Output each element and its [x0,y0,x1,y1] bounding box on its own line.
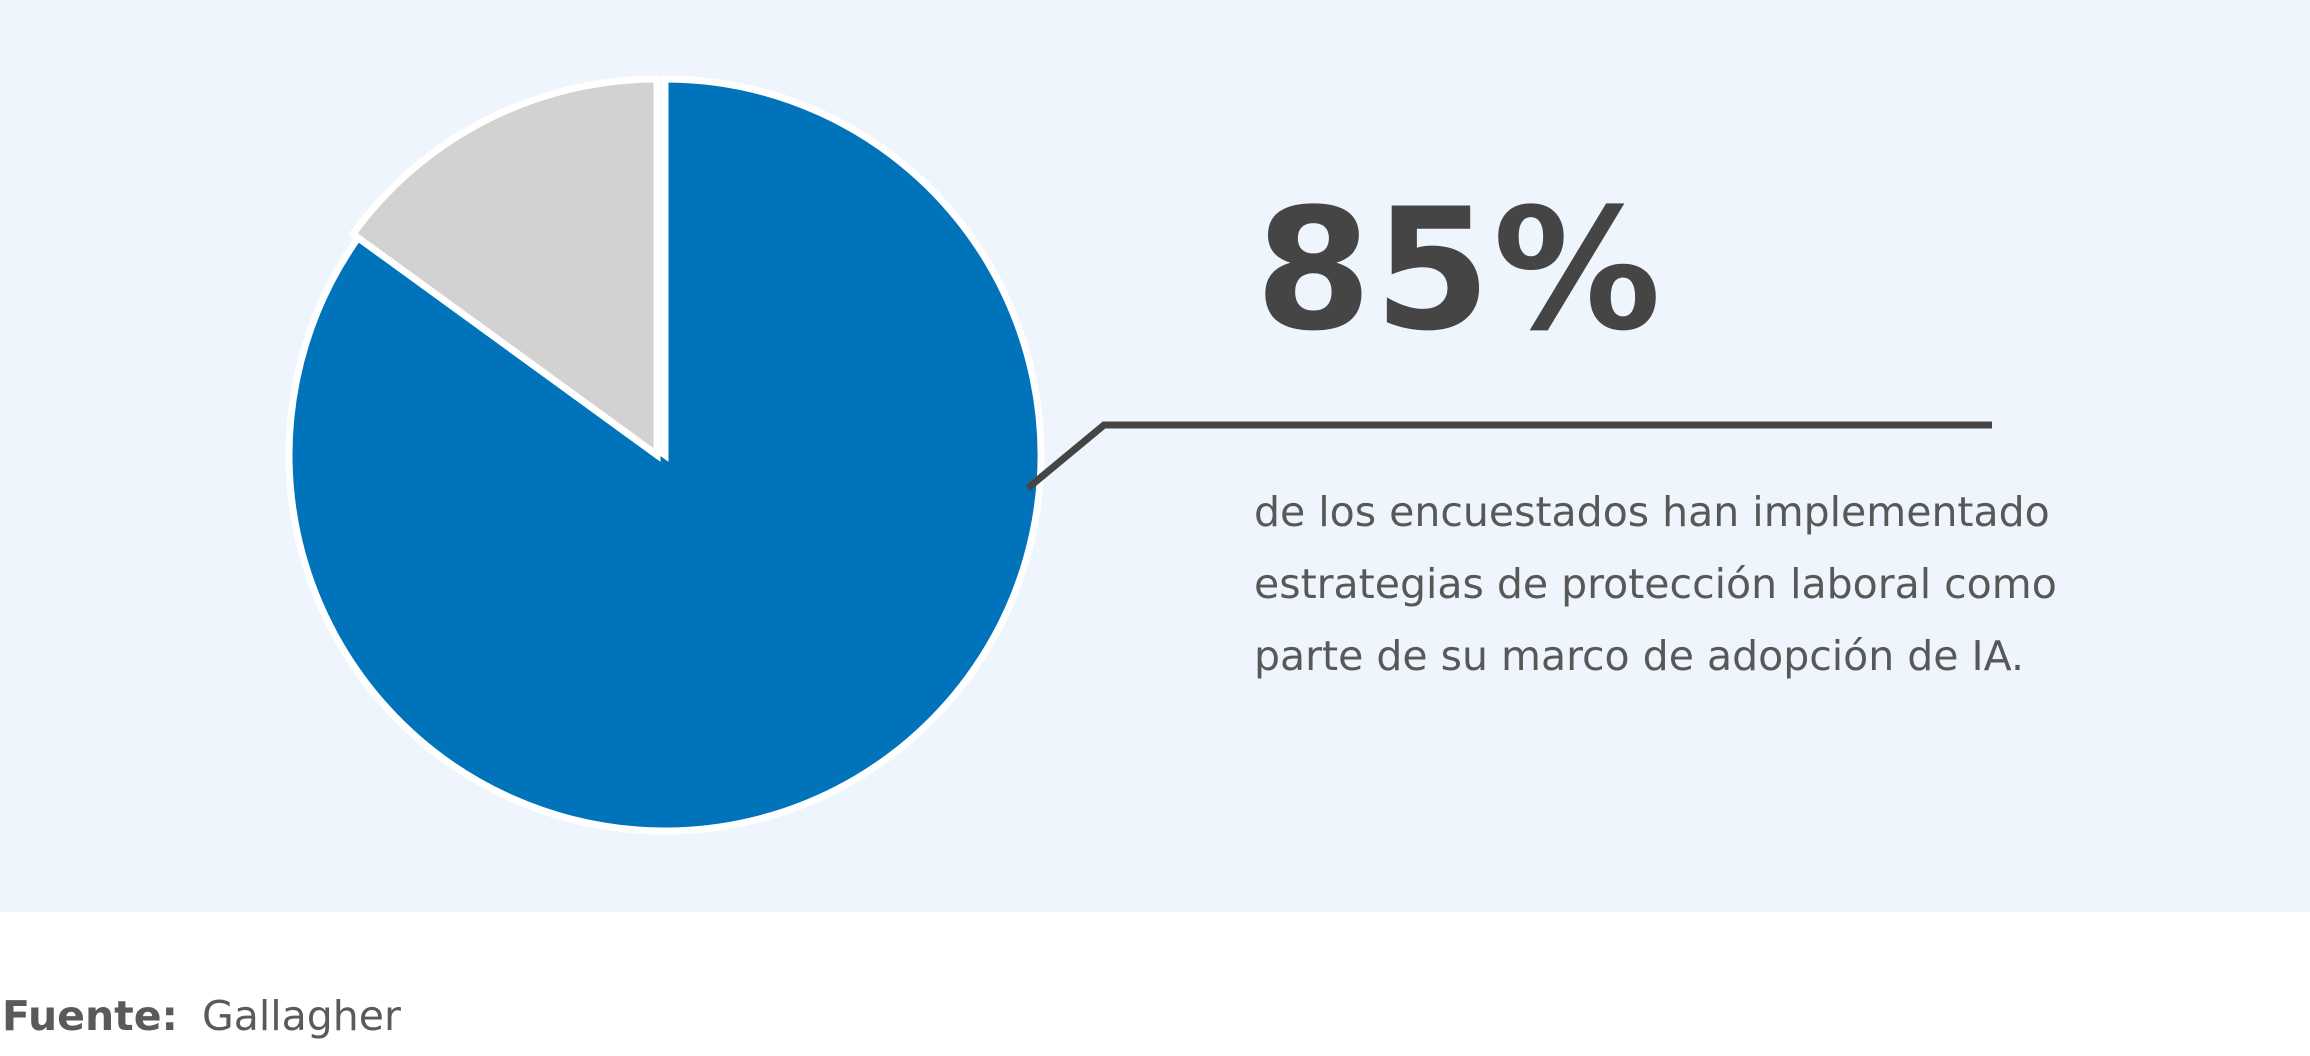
source-value: Gallagher [201,992,401,1040]
leader-line [1025,421,1992,491]
pie-slice-1 [285,75,1045,835]
pie-chart [285,75,1992,835]
pie-slices [285,75,1045,835]
highlight-value: 85% [1255,172,1664,368]
pie-slice-2 [347,75,661,462]
source-label: Fuente: [2,992,178,1040]
annotation-line-1: de los encuestados han implementado [1254,488,2050,536]
source-footer: Fuente: Gallagher [2,992,401,1040]
annotation-text: de los encuestados han implementado estr… [1254,476,2154,692]
annotation-line-3: parte de su marco de adopción de IA. [1254,632,2024,680]
annotation-line-2: estrategias de protección laboral como [1254,560,2057,608]
